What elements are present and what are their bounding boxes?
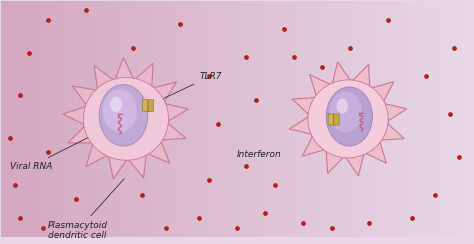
Ellipse shape: [99, 85, 148, 146]
Polygon shape: [289, 62, 407, 176]
Ellipse shape: [103, 89, 137, 132]
Ellipse shape: [337, 99, 348, 113]
Ellipse shape: [326, 87, 373, 146]
Ellipse shape: [329, 92, 362, 133]
FancyBboxPatch shape: [334, 114, 339, 125]
FancyBboxPatch shape: [148, 100, 154, 112]
Text: TLR7: TLR7: [150, 72, 222, 105]
Text: Plasmacytoid
dendritic cell: Plasmacytoid dendritic cell: [48, 179, 124, 240]
Text: Viral RNA: Viral RNA: [10, 122, 118, 171]
Text: Interferon: Interferon: [237, 150, 282, 159]
Ellipse shape: [110, 97, 122, 112]
Polygon shape: [63, 58, 188, 179]
Ellipse shape: [83, 78, 169, 160]
FancyBboxPatch shape: [328, 114, 333, 125]
Ellipse shape: [308, 80, 388, 158]
FancyBboxPatch shape: [143, 100, 148, 112]
